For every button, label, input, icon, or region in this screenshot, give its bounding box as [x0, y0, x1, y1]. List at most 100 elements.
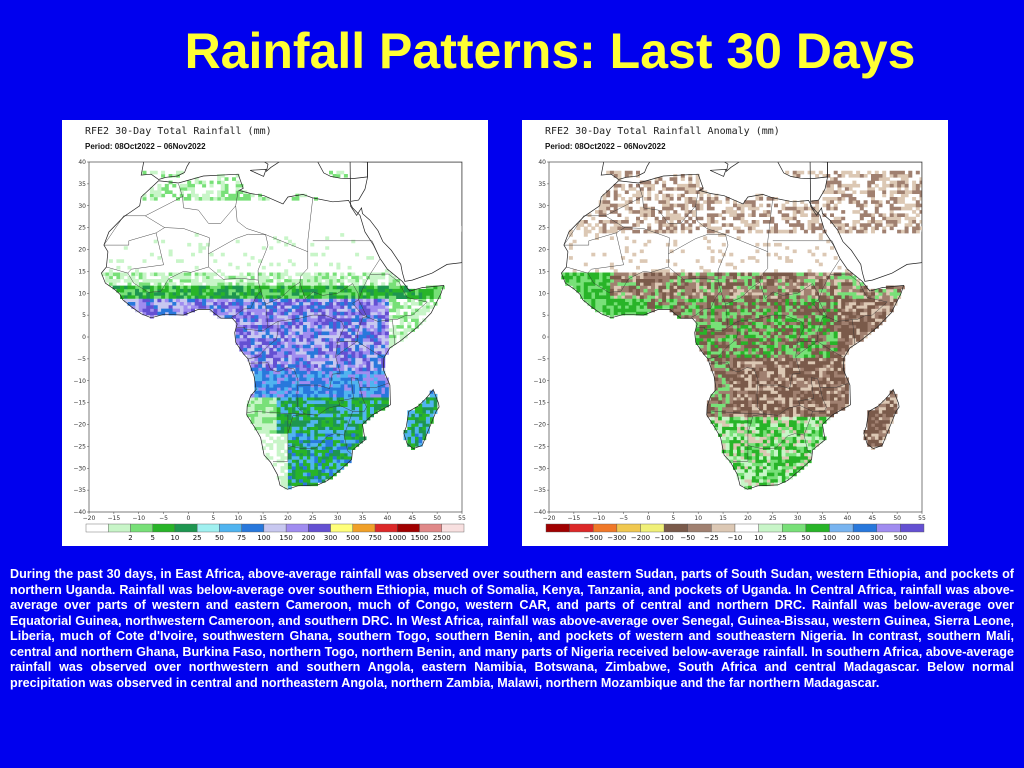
- lat-tick-label: 20: [78, 247, 86, 254]
- lat-tick-label: 0: [542, 334, 546, 341]
- lon-tick-label: −20: [83, 515, 96, 522]
- lat-tick-label: −20: [533, 422, 546, 429]
- lat-tick-label: 35: [78, 181, 86, 188]
- total-colorbar: 2 5 10 25 50 75 100 150 200 300 500 750 1000 1500 2500: [85, 523, 465, 542]
- colorbar-swatch: [852, 523, 877, 533]
- lon-tick-label: 15: [719, 515, 727, 522]
- coastlines: [100, 162, 462, 490]
- lon-tick-label: 20: [744, 515, 752, 522]
- total-rainfall-map-panel: RFE2 30-Day Total Rainfall (mm) Period: …: [62, 120, 488, 546]
- rainfall-anomaly-map: 40 35 30 25 20 15 10 5 0 −5 −10 −15 −20 −25 −30 −35 −40−…: [522, 120, 948, 546]
- lon-tick-label: −20: [543, 515, 556, 522]
- lon-tick-label: 25: [309, 515, 317, 522]
- colorbar-swatch: [569, 523, 594, 533]
- lon-tick-label: 35: [819, 515, 827, 522]
- colorbar-swatch: [374, 523, 398, 533]
- lat-tick-label: 40: [538, 159, 546, 166]
- colorbar-label: 100: [257, 534, 270, 542]
- colorbar-label: 500: [346, 534, 359, 542]
- lon-tick-label: 5: [671, 515, 675, 522]
- coastlines: [560, 162, 922, 490]
- lat-tick-label: −40: [73, 509, 86, 516]
- colorbar-swatch: [352, 523, 376, 533]
- lat-tick-label: −25: [533, 443, 546, 450]
- colorbar-label: −300: [607, 534, 626, 542]
- lat-tick-label: 0: [82, 334, 86, 341]
- lon-tick-label: −10: [592, 515, 605, 522]
- colorbar-swatch: [616, 523, 641, 533]
- colorbar-label: −25: [704, 534, 719, 542]
- country-borders: [563, 183, 888, 462]
- colorbar-swatch: [219, 523, 242, 533]
- lat-tick-label: 30: [538, 203, 546, 210]
- lat-tick-label: −30: [533, 465, 546, 472]
- total-rainfall-map-period: Period: 08Oct2022 – 06Nov2022: [85, 142, 206, 151]
- lon-tick-label: 10: [694, 515, 702, 522]
- lat-tick-label: 20: [538, 247, 546, 254]
- colorbar-swatch: [263, 523, 287, 533]
- lat-tick-label: −20: [73, 422, 86, 429]
- anomaly-map-layer: [560, 162, 922, 490]
- lat-tick-label: 15: [78, 268, 86, 275]
- lon-tick-label: 40: [384, 515, 392, 522]
- lat-tick-label: 5: [542, 312, 546, 319]
- lon-tick-label: 0: [647, 515, 651, 522]
- lat-tick-label: −15: [533, 400, 546, 407]
- colorbar-swatch: [663, 523, 688, 533]
- colorbar-label: −200: [631, 534, 650, 542]
- lon-tick-label: 20: [284, 515, 292, 522]
- colorbar-swatch: [196, 523, 220, 533]
- lon-tick-label: 30: [794, 515, 802, 522]
- colorbar-label: 2: [128, 534, 132, 542]
- anomaly-map-svg: 4035302520151050−5−10−15−20−25−30−35−40−…: [533, 159, 926, 542]
- slide-title: Rainfall Patterns: Last 30 Days: [184, 23, 916, 79]
- lon-tick-label: 25: [769, 515, 777, 522]
- lat-tick-label: −30: [73, 465, 86, 472]
- rainfall-anomaly-map-panel: RFE2 30-Day Total Rainfall Anomaly (mm) …: [522, 120, 948, 546]
- colorbar-swatch: [285, 523, 309, 533]
- colorbar-label: 25: [778, 534, 787, 542]
- colorbar-swatch: [900, 523, 925, 533]
- total-rainfall-map-title: RFE2 30-Day Total Rainfall (mm): [85, 126, 272, 137]
- lat-tick-label: −5: [537, 356, 546, 363]
- colorbar-label: 500: [894, 534, 907, 542]
- colorbar-swatch: [687, 523, 712, 533]
- colorbar-swatch: [640, 523, 665, 533]
- colorbar-swatch: [174, 523, 198, 533]
- anomaly-colorbar: −500 −300 −200 −100 −50 −25 −10 10 25 50 100 200 300…: [545, 523, 925, 542]
- colorbar-swatch: [419, 523, 442, 533]
- colorbar-label: 100: [823, 534, 836, 542]
- colorbar-label: 150: [279, 534, 292, 542]
- colorbar-swatch: [241, 523, 265, 533]
- colorbar-swatch: [734, 523, 759, 533]
- lon-tick-label: −10: [132, 515, 145, 522]
- colorbar-label: 50: [801, 534, 810, 542]
- lon-tick-label: 15: [259, 515, 267, 522]
- colorbar-label: 200: [846, 534, 859, 542]
- lon-tick-label: 10: [234, 515, 242, 522]
- rainfall-anomaly-map-title: RFE2 30-Day Total Rainfall Anomaly (mm): [545, 126, 780, 137]
- total-rainfall-map: 40 35 30 25 20 15 10 5 0 −5 −10 −15 −20 −25 −30 −35 −40−…: [62, 120, 488, 546]
- colorbar-label: 75: [237, 534, 246, 542]
- colorbar-label: −100: [655, 534, 674, 542]
- lon-tick-label: −15: [568, 515, 581, 522]
- lon-tick-label: 35: [359, 515, 367, 522]
- lat-tick-label: −10: [73, 378, 86, 385]
- lat-tick-label: 35: [538, 181, 546, 188]
- lat-tick-label: 5: [82, 312, 86, 319]
- lat-tick-label: 25: [538, 225, 546, 232]
- colorbar-swatch: [829, 523, 854, 533]
- lon-tick-label: 55: [458, 515, 466, 522]
- colorbar-swatch: [545, 523, 570, 533]
- lat-tick-label: 10: [538, 290, 546, 297]
- lat-tick-label: 10: [78, 290, 86, 297]
- lon-tick-label: 50: [433, 515, 441, 522]
- colorbar-label: 5: [150, 534, 154, 542]
- colorbar-label: −50: [680, 534, 695, 542]
- colorbar-label: 10: [170, 534, 179, 542]
- colorbar-swatch: [108, 523, 131, 533]
- lat-tick-label: −35: [73, 487, 86, 494]
- anomaly-rainfall-cells: [561, 170, 922, 490]
- lon-tick-label: 30: [334, 515, 342, 522]
- colorbar-label: −10: [728, 534, 743, 542]
